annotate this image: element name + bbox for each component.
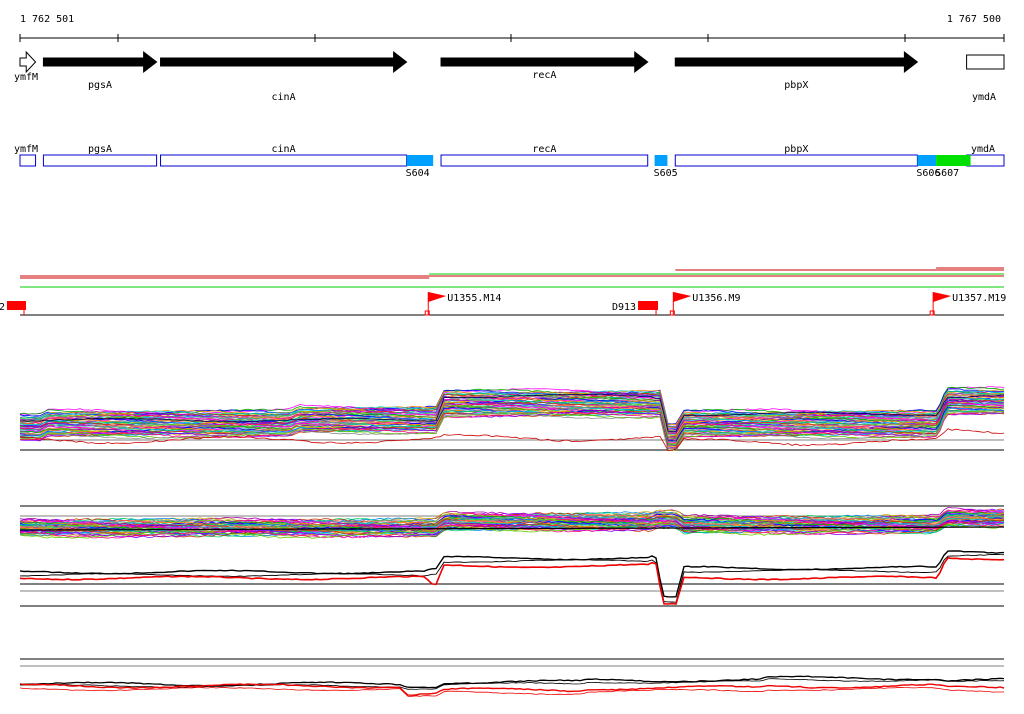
segment-label-s604: S604 [406,168,430,179]
gene-arrow-ymda [966,54,1005,70]
promoter-foot [669,310,675,316]
panel2-curves [19,507,1005,539]
panel2-red-profile [19,557,1005,605]
promoter-flag-icon [933,292,952,302]
panel1-profile-line [19,410,1005,450]
promoter-label: U1356.M9 [692,293,740,304]
panel2-black-profile [19,550,1005,598]
gene-arrow-ymfm [19,50,37,74]
gene-box-label-ymfm: ymfM [14,144,38,155]
gene-label-ymda: ymdA [972,92,996,103]
segment-s605 [654,155,668,166]
regulatory-track: 2 D913 U1355.M14 U1356.M9 U1357.M19 [0,292,1006,316]
expression-panel-2 [19,505,1005,607]
terminator-label: 2 [0,302,5,313]
gene-label-pgsa: pgsA [88,80,112,91]
panel3-black-profile [20,675,1005,689]
panel2-profile-line [19,519,1005,539]
panel2-profile-line [19,521,1005,539]
gene-box-reca [440,154,649,167]
promoter-flag-icon [673,292,692,302]
panel3-curves [19,675,1005,697]
segment-label-s605: S605 [654,168,678,179]
terminator-d913 [638,301,659,310]
segment-label-s607: S607 [935,168,959,179]
gene-box-pbpx [674,154,918,167]
panel1-profile-line [19,403,1005,444]
ruler-ticks [19,34,1005,42]
gene-box-label-ymda: ymdA [971,144,995,155]
gene-box-ymda [966,154,1005,167]
panel2-black-profile-2 [19,553,1005,603]
promoter-label: U1355.M14 [447,293,501,304]
segment-s606 [917,155,937,166]
gene-box-track: ymfM pgsA cinA recA pbpX ymdA [14,144,1005,167]
gene-arrow-pbpx [674,50,919,74]
panel1-profile-line [19,428,1005,452]
panel2-main-curves [19,550,1005,605]
gene-box-cina [160,154,408,167]
panel1-curves [19,386,1005,452]
panel2-profile-line [19,523,1005,539]
gene-arrow-track: ymfM pgsA cinA recA pbpX ymdA [14,50,1005,103]
gene-box-ymfm [19,154,37,167]
ruler: 1 762 501 1 767 500 [19,14,1005,42]
ruler-start-label: 1 762 501 [20,14,74,25]
segment-s604 [406,155,434,166]
panel2-mean-line [19,526,1005,531]
gene-arrow-pgsa [42,50,158,74]
panel3-red-profile [19,683,1005,696]
gene-label-cina: cinA [272,92,296,103]
condition-track [20,267,1004,288]
panel1-profile-line [19,410,1005,451]
panel3-red-profile-2 [19,686,1004,697]
expression-panel-1 [19,386,1005,452]
gene-box-label-cina: cinA [272,144,296,155]
promoter-group: U1355.M14 U1356.M9 U1357.M19 [424,292,1006,316]
terminator-group: 2 D913 [0,301,659,315]
panel1-profile-line [19,400,1005,439]
panel1-profile-line [19,401,1005,439]
terminator-2 [7,301,26,310]
gene-label-ymfm: ymfM [14,72,38,83]
gene-box-label-pgsa: pgsA [88,144,112,155]
gene-box-label-reca: recA [532,144,556,155]
gene-box-label-pbpx: pbpX [784,144,808,155]
ruler-end-label: 1 767 500 [947,14,1001,25]
gene-arrow-cina [160,50,408,74]
promoter-flag-icon [428,292,447,302]
promoter-foot [424,310,430,316]
panel1-profile-line [19,393,1005,433]
panel2-profile-line [19,511,1005,526]
segment-label-s606: S606 [916,168,940,179]
gene-label-pbpx: pbpX [784,80,808,91]
gene-label-reca: recA [532,70,556,81]
panel1-profile-line [19,411,1005,450]
panel1-profile-line [20,410,1005,452]
expression-panel-3 [19,658,1005,697]
gene-arrow-reca [440,50,649,74]
terminator-label: D913 [612,302,636,313]
promoter-label: U1357.M19 [952,293,1006,304]
promoter-foot [929,310,935,316]
segment-s607 [936,155,971,166]
gene-box-pgsa [42,154,158,167]
